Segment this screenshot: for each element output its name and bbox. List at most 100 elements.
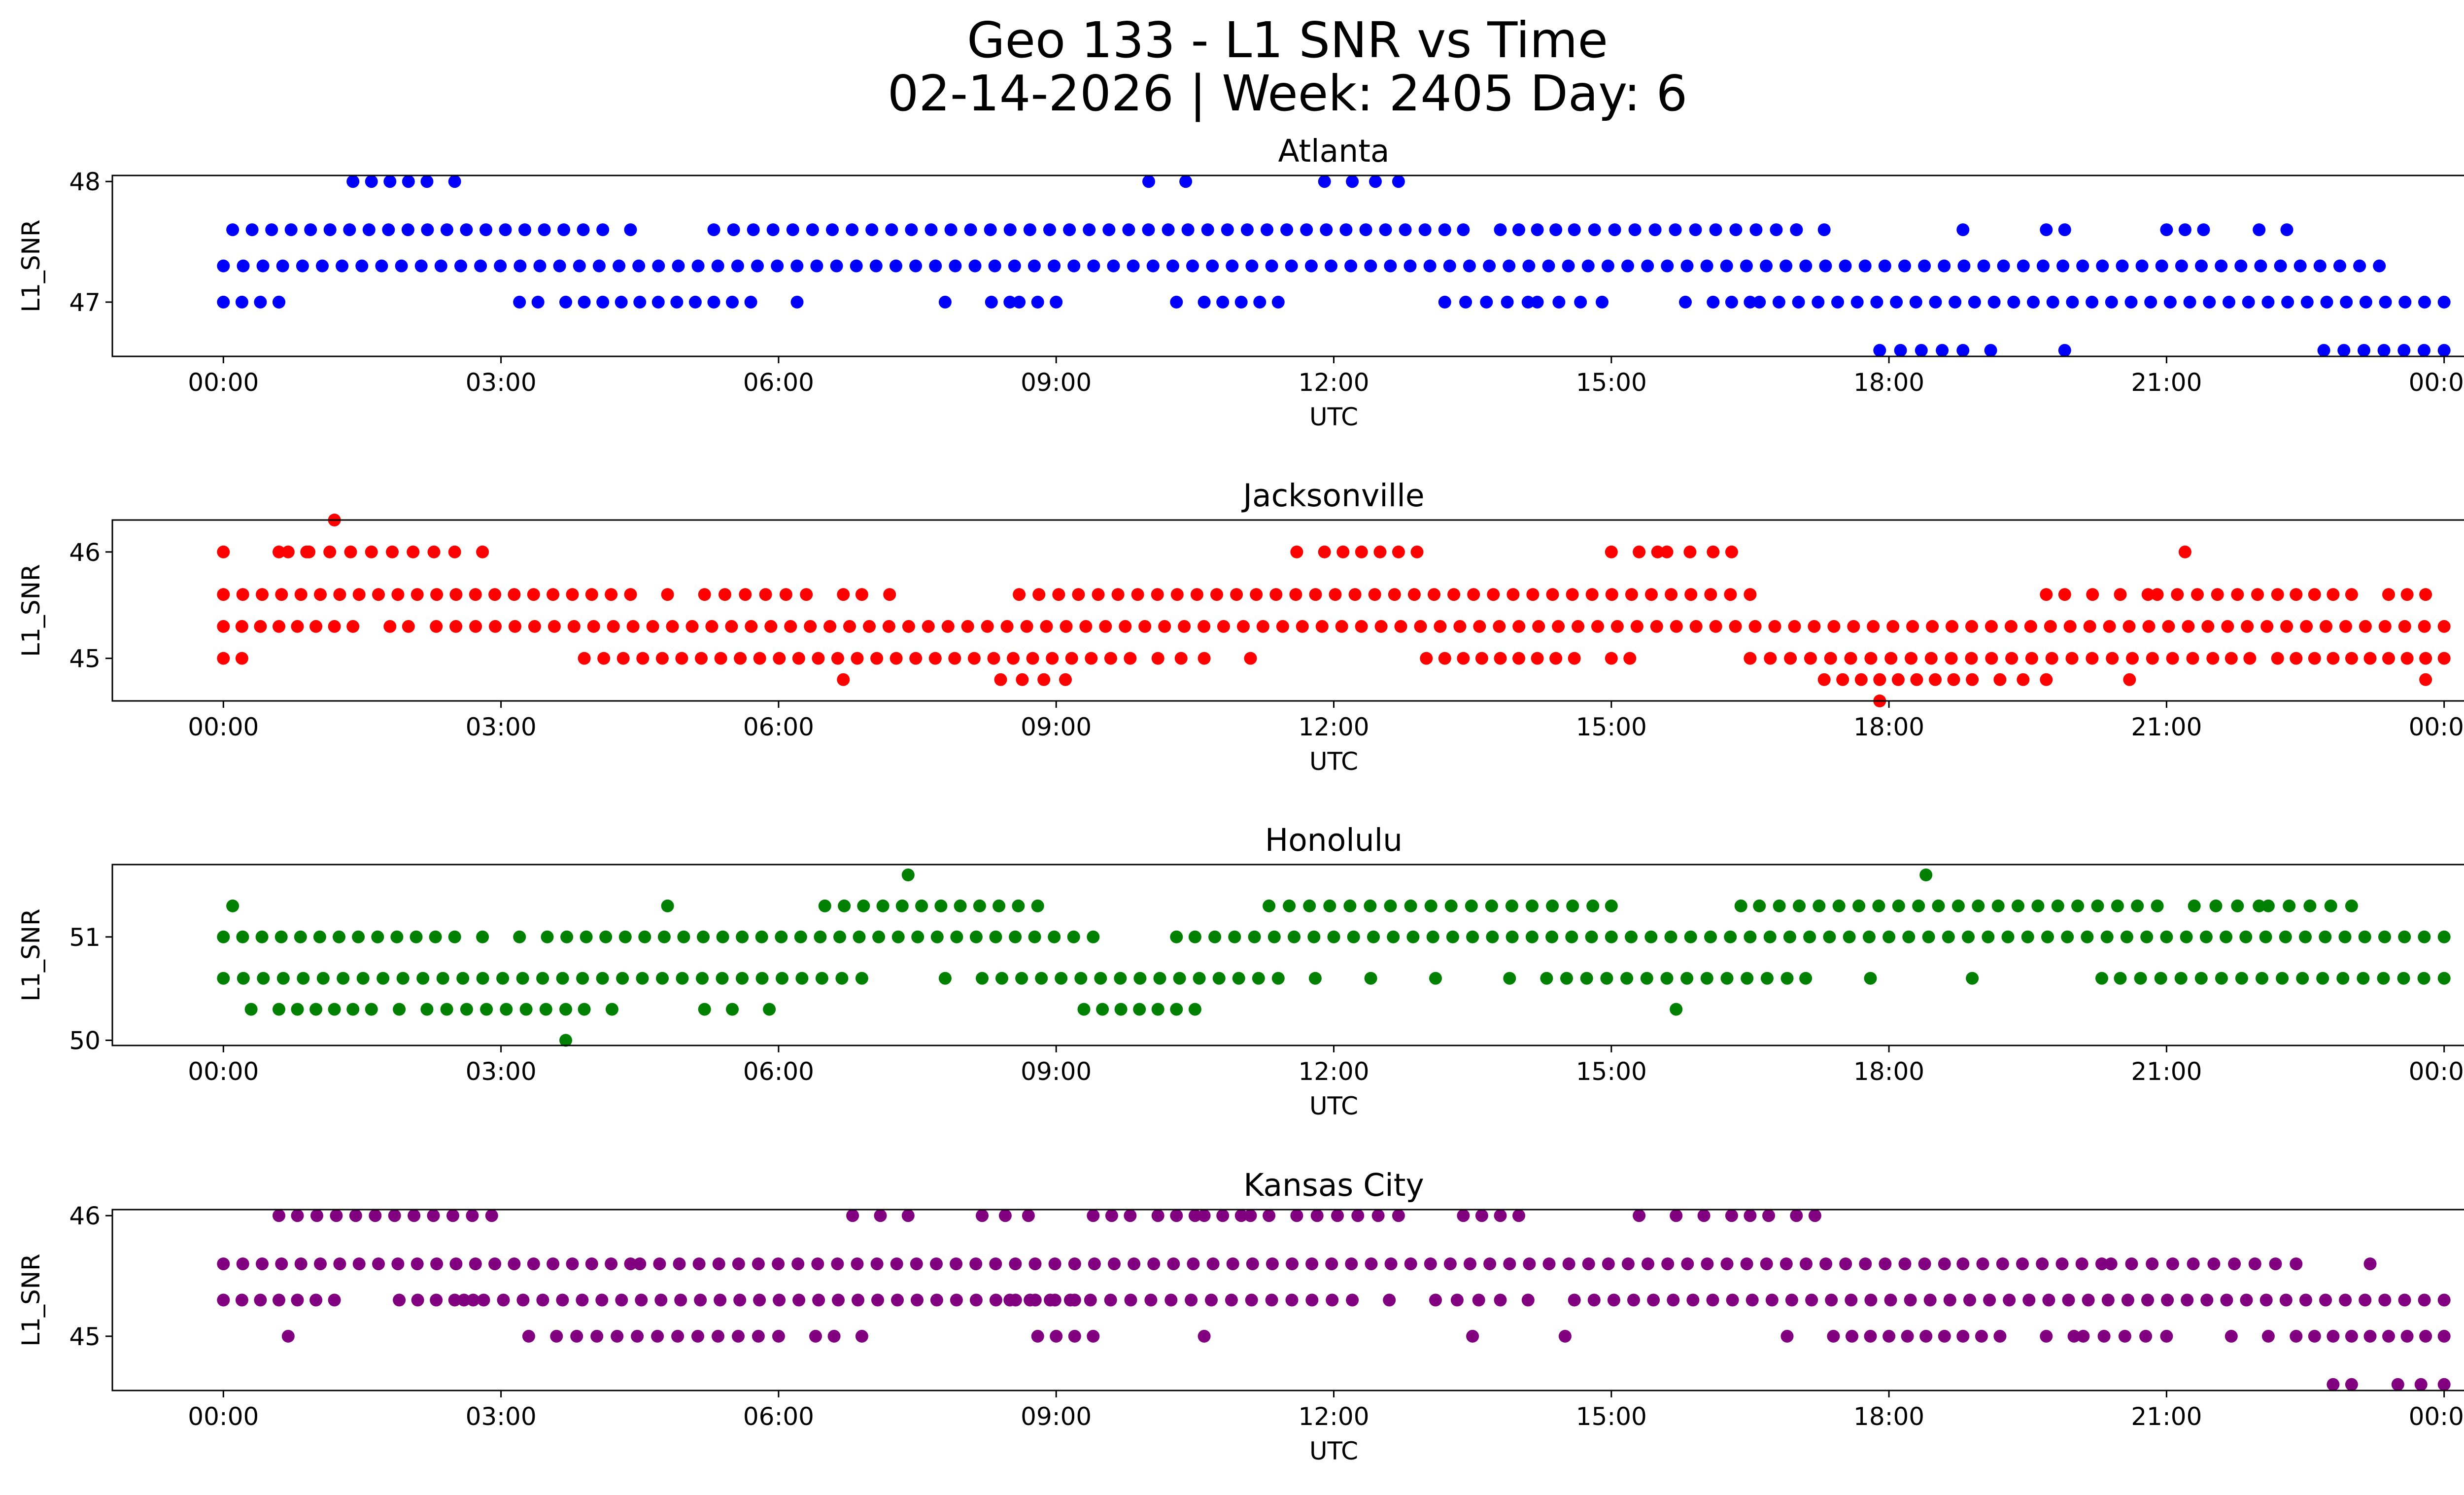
data-point	[1956, 344, 1970, 357]
data-point	[2418, 930, 2431, 943]
data-point	[2003, 1293, 2016, 1307]
data-point	[1562, 259, 1575, 273]
data-point	[559, 295, 572, 309]
data-point	[800, 588, 813, 601]
data-point	[1023, 223, 1036, 237]
data-point	[1133, 972, 1147, 985]
data-point	[2437, 1329, 2451, 1343]
data-point	[1521, 1293, 1535, 1307]
data-point	[1325, 259, 1337, 273]
data-point	[2281, 295, 2294, 309]
data-point	[275, 1257, 288, 1271]
data-point	[811, 1257, 824, 1271]
data-point	[430, 1293, 443, 1307]
data-point	[430, 620, 443, 633]
data-point	[513, 930, 526, 943]
data-point	[1827, 1329, 1840, 1343]
data-point	[1667, 1293, 1680, 1307]
data-point	[1131, 588, 1144, 601]
data-point	[638, 930, 651, 943]
data-point	[1630, 620, 1643, 633]
data-point	[969, 930, 983, 943]
data-point	[1780, 1257, 1793, 1271]
data-point	[941, 620, 955, 633]
data-point	[1087, 1209, 1100, 1222]
data-point	[1891, 673, 1905, 686]
data-point	[1773, 899, 1786, 912]
data-point	[527, 1257, 540, 1271]
data-point	[1065, 652, 1078, 665]
data-point	[1905, 652, 1917, 665]
data-point	[1909, 295, 1922, 309]
data-point	[2044, 620, 2057, 633]
data-point	[1031, 899, 1044, 912]
data-point	[1704, 588, 1717, 601]
data-point	[1096, 1003, 1109, 1016]
data-point	[714, 1293, 727, 1307]
data-point	[1438, 652, 1451, 665]
data-point	[284, 223, 298, 237]
data-point	[273, 620, 285, 633]
data-point	[928, 652, 942, 665]
data-point	[1532, 620, 1545, 633]
data-point	[1700, 259, 1713, 273]
data-point	[2378, 620, 2392, 633]
data-point	[476, 972, 489, 985]
x-tick-label: 21:00	[2131, 368, 2202, 397]
x-tick-label: 00:00	[2409, 1402, 2464, 1431]
data-point	[1167, 1257, 1180, 1271]
data-point	[2363, 1257, 2377, 1271]
data-point	[831, 1257, 844, 1271]
data-point	[333, 588, 346, 601]
data-point	[1768, 620, 1781, 633]
data-point	[1296, 620, 1309, 633]
data-point	[2308, 1329, 2321, 1343]
data-point	[256, 588, 269, 601]
data-point	[1785, 1293, 1798, 1307]
data-point	[333, 930, 345, 943]
data-point	[273, 1293, 285, 1307]
data-point	[910, 1257, 923, 1271]
data-point	[1763, 930, 1777, 943]
data-point	[698, 1003, 711, 1016]
data-point	[1585, 588, 1599, 601]
data-point	[2012, 899, 2024, 912]
data-point	[1546, 588, 1559, 601]
y-tick-label: 45	[69, 1322, 101, 1351]
data-point	[636, 652, 650, 665]
data-point	[396, 972, 410, 985]
data-point	[1285, 1293, 1299, 1307]
data-point	[1447, 588, 1461, 601]
data-point	[944, 223, 958, 237]
data-point	[255, 930, 269, 943]
data-point	[1444, 899, 1458, 912]
data-point	[891, 1293, 904, 1307]
data-point	[870, 652, 884, 665]
data-point	[294, 1257, 308, 1271]
data-point	[1587, 1293, 1601, 1307]
data-point	[1173, 972, 1186, 985]
data-point	[2125, 1257, 2138, 1271]
data-point	[1565, 930, 1578, 943]
data-point	[2256, 972, 2268, 985]
data-point	[1188, 1209, 1201, 1222]
data-point	[597, 652, 611, 665]
data-point	[1523, 1257, 1536, 1271]
data-point	[2055, 1257, 2069, 1271]
data-point	[1245, 259, 1259, 273]
data-point	[1237, 620, 1250, 633]
data-point	[2005, 652, 2019, 665]
data-point	[1648, 223, 1662, 237]
data-point	[2337, 344, 2351, 357]
data-point	[352, 1257, 366, 1271]
data-point	[2279, 1293, 2293, 1307]
data-point	[1726, 1293, 1739, 1307]
data-point	[677, 930, 690, 943]
data-point	[989, 930, 1002, 943]
data-point	[274, 930, 288, 943]
data-point	[1429, 1293, 1442, 1307]
data-point	[624, 588, 637, 601]
x-axis-label: UTC	[1309, 1437, 1358, 1465]
data-point	[1910, 673, 1923, 686]
data-point	[1904, 1293, 1917, 1307]
